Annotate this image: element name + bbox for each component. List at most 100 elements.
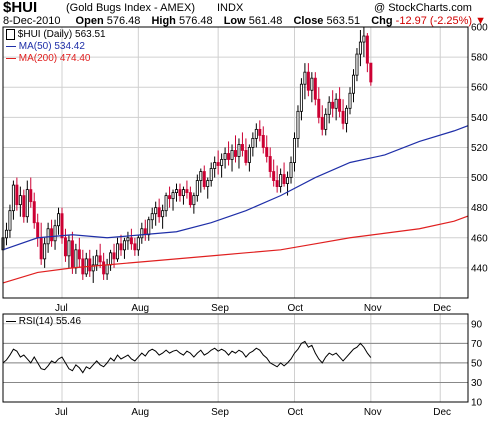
candle-down <box>36 222 40 239</box>
x-tick-label: Jul <box>55 303 68 314</box>
candle-up <box>223 153 227 160</box>
y-tick-label: 50 <box>471 358 483 369</box>
candle-down <box>261 134 265 148</box>
rsi-line <box>2 340 372 374</box>
plot-area <box>2 313 469 403</box>
x-tick-label: Dec <box>433 407 451 418</box>
y-tick-label: 580 <box>471 53 488 64</box>
candle-down <box>244 150 248 163</box>
y-tick-label: 540 <box>471 113 488 124</box>
x-tick-label: Nov <box>364 303 382 314</box>
candle-up <box>116 243 120 260</box>
candle-up <box>358 41 362 55</box>
x-tick-label: Sep <box>211 407 229 418</box>
open-label: Open <box>75 15 104 27</box>
candle-up <box>18 195 22 206</box>
candle-down <box>50 228 54 242</box>
candle-up <box>195 180 199 197</box>
plot-border <box>2 26 469 299</box>
candle-up <box>362 35 366 43</box>
legend-ma50: MA(50) 534.42 <box>6 41 85 52</box>
candle-down <box>88 258 92 272</box>
candle-up <box>164 195 168 212</box>
candle-down <box>240 144 244 151</box>
candle-up <box>351 74 355 94</box>
candle-up <box>126 237 130 242</box>
candle-up <box>206 180 210 187</box>
x-tick-label: Oct <box>287 407 303 418</box>
candle-down <box>313 77 317 100</box>
candle-up <box>4 229 8 239</box>
candle-down <box>338 98 342 112</box>
candle-up <box>292 138 296 163</box>
legend-ma200: MA(200) 474.40 <box>6 53 91 64</box>
candle-up <box>355 53 359 76</box>
candle-up <box>324 113 328 130</box>
change-value: -12.97 (-2.25%) <box>395 15 473 27</box>
candle-down <box>112 252 116 260</box>
change-label: Chg <box>371 15 393 27</box>
candle-up <box>192 195 196 206</box>
ma50-line <box>2 125 469 251</box>
legend-price-label: $HUI (Daily) 563.51 <box>17 29 106 41</box>
candle-down <box>365 35 369 64</box>
candle-down <box>129 237 133 245</box>
candle-up <box>57 213 61 227</box>
candle-up <box>171 192 175 200</box>
candle-down <box>341 110 345 124</box>
plot-border <box>2 313 469 403</box>
index-name: (Gold Bugs Index - AMEX) <box>66 2 195 14</box>
candle-down <box>70 240 74 269</box>
candle-up <box>43 243 47 260</box>
candle-up <box>122 240 126 251</box>
candle-up <box>310 77 314 91</box>
y-tick-label: 560 <box>471 83 488 94</box>
candle-up <box>230 150 234 160</box>
quote-date: 8-Dec-2010 <box>3 15 61 27</box>
candle-up <box>296 110 300 139</box>
candle-up <box>247 147 251 163</box>
legend-ma200-label: MA(200) 474.40 <box>18 53 91 64</box>
candle-up <box>251 138 255 148</box>
candle-down <box>258 128 262 136</box>
candle-up <box>105 264 109 275</box>
candle-down <box>168 195 172 200</box>
candle-up <box>136 237 140 251</box>
candle-up <box>286 177 290 184</box>
candle-down <box>22 195 26 218</box>
candle-up <box>299 83 303 112</box>
y-tick-label: 10 <box>471 398 483 409</box>
candle-down <box>331 101 335 109</box>
candle-down <box>15 184 19 206</box>
candle-down <box>202 171 206 187</box>
candle-up <box>209 168 213 181</box>
candle-down <box>119 243 123 251</box>
legend-ma50-label: MA(50) 534.42 <box>18 41 85 52</box>
high-value: 576.48 <box>178 15 213 27</box>
line-legend-icon <box>6 57 16 59</box>
candle-down <box>32 201 36 224</box>
candle-down <box>227 153 231 160</box>
x-tick-label: Sep <box>211 303 229 314</box>
x-tick-label: Oct <box>287 303 303 314</box>
legend-price: $HUI (Daily) 563.51 <box>6 29 106 40</box>
candle-up <box>140 228 144 239</box>
quote-row: 8-Dec-2010 Open 576.48 High 576.48 Low 5… <box>3 15 486 27</box>
candlestick-legend-icon <box>6 29 15 40</box>
legend-rsi: RSI(14) 55.46 <box>6 316 81 327</box>
x-tick-label: Dec <box>433 303 451 314</box>
candle-up <box>109 252 113 266</box>
candle-down <box>133 243 137 251</box>
candle-down <box>188 192 192 206</box>
candle-down <box>272 171 276 181</box>
candle-up <box>303 71 307 85</box>
price-panel: 440 460 480 500 520 540 560 580 600 Jul Aug Sep Oct N… <box>1 23 488 314</box>
candle-up <box>327 101 331 115</box>
candle-down <box>185 189 189 194</box>
candle-up <box>67 240 71 257</box>
x-tick-label: Aug <box>131 303 149 314</box>
rsi-panel: 10 30 50 70 90 Jul Aug Sep Oct Nov Dec <box>2 313 483 418</box>
candle-down <box>157 207 161 218</box>
candle-up <box>74 249 78 269</box>
candle-up <box>289 162 293 178</box>
